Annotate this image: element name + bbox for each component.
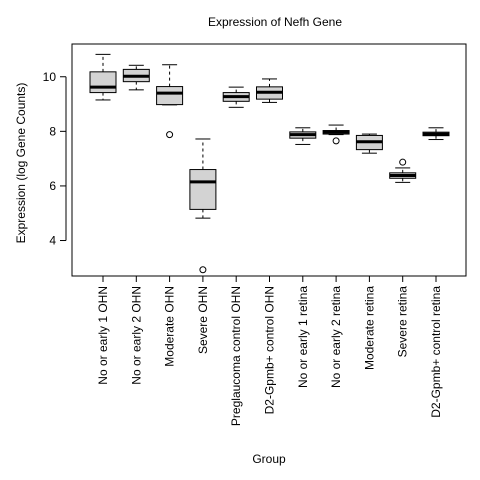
x-tick-label-9: Moderate retina: [362, 286, 376, 370]
box-group-11: [422, 127, 450, 141]
x-tick-label-7: No or early 1 retina: [296, 286, 310, 388]
box-group-1: [89, 53, 117, 101]
box: [156, 86, 184, 106]
outlier-point: [332, 137, 340, 145]
y-tick-label-4: 4: [49, 234, 56, 248]
x-tick-label-11: D2-Gpmb+ control retina: [429, 286, 443, 418]
x-tick-label-1: No or early 1 OHN: [96, 286, 110, 385]
chart-title: Expression of Nefh Gene: [208, 15, 342, 29]
box-group-8: [322, 124, 350, 145]
box: [89, 71, 117, 94]
x-tick-label-8: No or early 2 retina: [329, 286, 343, 388]
x-tick-label-4: Severe OHN: [196, 286, 210, 354]
y-tick-label-8: 8: [49, 124, 56, 138]
outlier-point: [399, 158, 407, 166]
x-tick-label-3: Moderate OHN: [163, 286, 177, 367]
box: [189, 169, 217, 210]
box-group-3: [156, 64, 184, 139]
x-tick-label-2: No or early 2 OHN: [129, 286, 143, 385]
box-group-6: [256, 78, 283, 103]
y-tick-label-6: 6: [49, 179, 56, 193]
x-axis-label: Group: [252, 452, 286, 466]
box-group-2: [122, 64, 150, 91]
x-tick-label-5: Preglaucoma control OHN: [229, 286, 243, 426]
x-tick-labels: No or early 1 OHN No or early 2 OHN Modera…: [96, 275, 443, 426]
box-group-9: [355, 133, 383, 154]
box-group-10: [389, 158, 417, 183]
outlier-point: [199, 266, 207, 274]
box-group-7: [289, 127, 317, 145]
x-tick-label-6: D2-Gpmb+ control OHN: [263, 286, 277, 414]
outlier-point: [166, 131, 174, 139]
y-axis-label: Expression (log Gene Counts): [14, 83, 28, 244]
box-group-4: [189, 138, 217, 274]
box-group-5: [222, 86, 250, 108]
x-tick-label-10: Severe retina: [396, 286, 410, 358]
y-axis: 4 6 8 10: [43, 70, 67, 248]
y-tick-label-10: 10: [43, 70, 57, 84]
boxes-layer: [89, 53, 450, 274]
